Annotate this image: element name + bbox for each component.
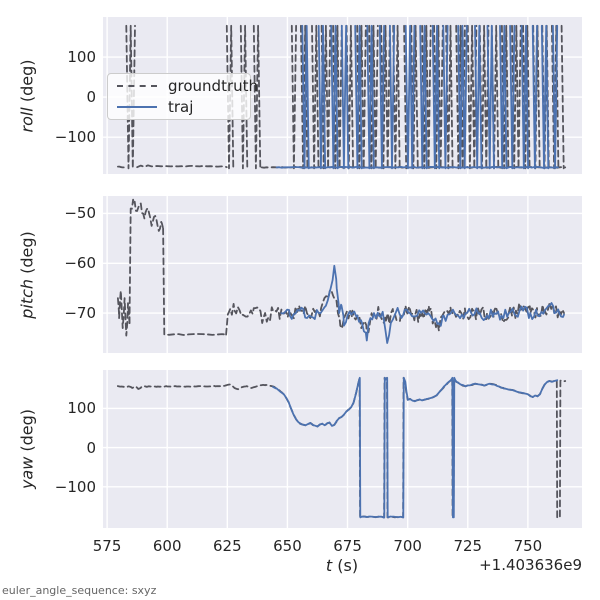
roll-traj-wrap-band (531, 24, 538, 170)
x-tick-label: 700 (393, 537, 422, 555)
roll-groundtruth-wrap-band (466, 24, 478, 170)
roll-groundtruth-wrap-band (125, 24, 136, 170)
roll-traj-wrap-band (442, 24, 449, 170)
legend-label-traj: traj (168, 98, 194, 116)
roll-traj-wrap-band (366, 24, 375, 170)
roll-y-tick-label: 0 (86, 88, 96, 107)
roll-traj-wrap-band (378, 24, 386, 170)
roll-groundtruth-line (136, 164, 228, 169)
groundtruth-line-sample-icon (117, 85, 157, 87)
yaw-axis-label-var: yaw (17, 456, 37, 490)
x-axis-label-var: t (325, 556, 333, 575)
roll-traj-wrap-band (388, 24, 396, 170)
pitch-traj-line (280, 264, 565, 344)
yaw-groundtruth-line (116, 376, 567, 519)
x-tick-label: 575 (92, 537, 122, 555)
roll-axis-label: roll (deg) (18, 59, 37, 132)
pitch-y-tick-label: −50 (64, 204, 96, 223)
roll-groundtruth-wrap-band (560, 24, 565, 170)
x-tick-label: 675 (333, 537, 362, 555)
roll-traj-wrap-band (486, 24, 495, 170)
pitch-groundtruth-line (162, 227, 227, 336)
pitch-y-tick-label: −60 (64, 254, 96, 273)
roll-traj-wrap-band (317, 24, 327, 170)
roll-traj-wrap-band (457, 24, 468, 170)
roll-chart (103, 17, 582, 174)
pitch-groundtruth-line (116, 289, 131, 337)
roll-traj-wrap-band (404, 24, 416, 170)
roll-groundtruth-wrap-band (311, 24, 320, 170)
roll-y-tick-label: 100 (67, 48, 96, 67)
roll-groundtruth-wrap-band (403, 24, 408, 170)
x-axis-label-unit: (s) (332, 556, 359, 575)
legend-item-groundtruth: groundtruth (108, 77, 258, 95)
traj-line-sample-icon (117, 106, 157, 108)
roll-axis-label-unit: (deg) (17, 59, 37, 107)
roll-traj-wrap-band (419, 24, 428, 170)
pitch-groundtruth-line (128, 198, 164, 324)
pitch-axis-label-var: pitch (17, 278, 37, 319)
roll-traj-wrap-band (301, 24, 310, 170)
roll-traj-wrap-band (509, 24, 516, 170)
yaw-chart (103, 370, 582, 528)
roll-groundtruth-wrap-band (410, 24, 419, 170)
axis-offset-text: +1.403636e9 (479, 556, 582, 574)
roll-groundtruth-wrap-band (290, 24, 298, 170)
legend: groundtruth traj (107, 73, 258, 120)
roll-groundtruth-wrap-band (392, 24, 401, 170)
legend-item-traj: traj (108, 98, 250, 116)
yaw-y-tick-label: 100 (67, 399, 96, 418)
x-axis-label: t (s) (326, 556, 358, 575)
roll-traj-wrap-band (499, 24, 508, 170)
roll-traj-line (275, 165, 559, 169)
x-tick-label: 750 (513, 537, 543, 555)
roll-plot-area (103, 17, 582, 174)
roll-groundtruth-wrap-band (320, 24, 332, 170)
pitch-axis-label-unit: (deg) (17, 230, 37, 279)
roll-traj-wrap-band (540, 24, 550, 170)
roll-traj-wrap-band (330, 24, 339, 170)
yaw-plot-area (103, 370, 582, 528)
yaw-y-tick-label: −100 (54, 477, 96, 496)
x-tick-label: 650 (273, 537, 302, 555)
yaw-axis-label: yaw (deg) (18, 409, 37, 489)
x-tick-label: 625 (212, 537, 242, 555)
roll-traj-wrap-band (340, 24, 350, 170)
pitch-chart (103, 196, 582, 353)
pitch-axis-label: pitch (deg) (18, 231, 37, 319)
pitch-y-tick-label: −70 (64, 304, 96, 323)
roll-traj-wrap-band (551, 24, 559, 170)
pitch-plot-area (103, 196, 582, 353)
roll-traj-wrap-band (354, 24, 363, 170)
roll-traj-wrap-band (474, 24, 483, 170)
yaw-y-tick-label: 0 (86, 438, 96, 457)
yaw-traj-line (272, 376, 559, 519)
legend-label-groundtruth: groundtruth (168, 77, 259, 95)
x-tick-label: 600 (152, 537, 182, 555)
roll-traj-wrap-band (431, 24, 441, 170)
roll-y-tick-label: −100 (54, 128, 96, 147)
roll-axis-label-var: roll (17, 106, 37, 132)
roll-groundtruth-wrap-band (252, 24, 262, 170)
roll-groundtruth-line (116, 165, 128, 169)
roll-groundtruth-wrap-band (550, 24, 560, 170)
x-tick-label: 725 (453, 537, 483, 555)
yaw-axis-label-unit: (deg) (17, 408, 37, 457)
footnote: euler_angle_sequence: sxyz (2, 584, 157, 597)
roll-traj-wrap-band (520, 24, 530, 170)
